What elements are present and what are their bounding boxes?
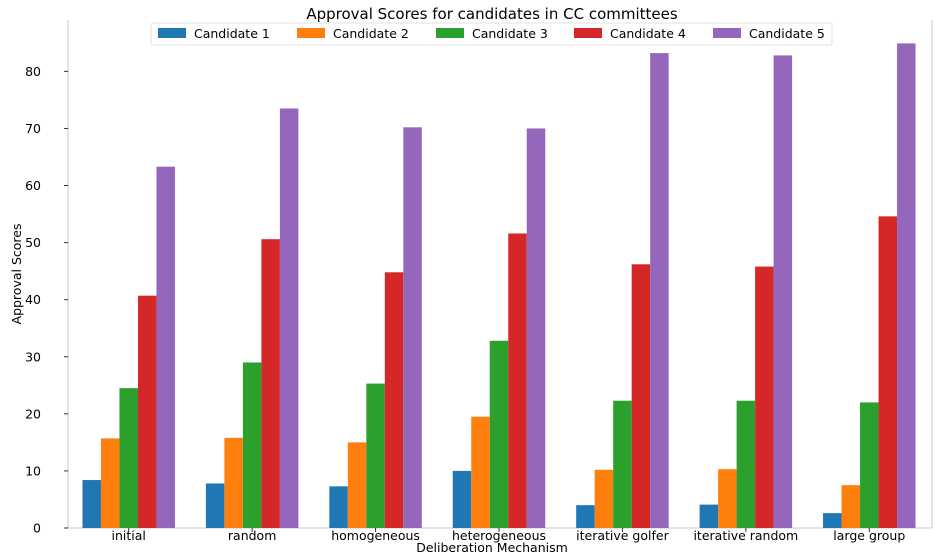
bar-candidate-5-heterogeneous bbox=[526, 128, 546, 528]
bar-candidate-5-large-group bbox=[897, 43, 916, 528]
bar-candidate-5-iterative-golfer bbox=[650, 53, 669, 528]
bar-candidate-4-random bbox=[261, 239, 280, 529]
x-tick-label: large group bbox=[833, 528, 905, 543]
x-tick-label: iterative random bbox=[693, 528, 798, 543]
bar-candidate-2-homogeneous bbox=[347, 442, 367, 528]
chart-title: Approval Scores for candidates in CC com… bbox=[306, 5, 678, 23]
bar-candidate-1-iterative-golfer bbox=[576, 505, 595, 528]
legend: Candidate 1 Candidate 2 Candidate 3 Candida… bbox=[150, 22, 833, 46]
legend-label: Candidate 4 bbox=[610, 26, 686, 41]
bar-candidate-3-homogeneous bbox=[366, 383, 385, 528]
bars-group bbox=[82, 43, 916, 529]
bar-candidate-3-heterogeneous bbox=[489, 340, 509, 528]
bar-candidate-2-initial bbox=[100, 438, 120, 528]
bar-candidate-5-homogeneous bbox=[403, 127, 422, 528]
x-tick-label: homogeneous bbox=[331, 528, 420, 543]
y-ticks: 0 10 20 30 40 50 60 70 80 bbox=[25, 64, 68, 536]
legend-label: Candidate 5 bbox=[749, 26, 825, 41]
x-tick-label: random bbox=[228, 528, 276, 543]
bar-candidate-4-homogeneous bbox=[384, 272, 404, 528]
y-axis-label: Approval Scores bbox=[9, 224, 24, 325]
bar-candidate-4-heterogeneous bbox=[508, 233, 527, 528]
legend-label: Candidate 3 bbox=[472, 26, 548, 41]
x-tick-label: iterative golfer bbox=[576, 528, 669, 543]
bar-candidate-3-iterative-golfer bbox=[613, 400, 632, 528]
x-ticks: initial random homogeneous heterogeneous ite… bbox=[112, 528, 905, 543]
y-tick-label: 0 bbox=[33, 521, 41, 536]
bar-candidate-1-large-group bbox=[823, 513, 842, 528]
y-tick-label: 40 bbox=[25, 292, 41, 307]
bar-candidate-5-iterative-random bbox=[773, 55, 793, 528]
bar-candidate-1-homogeneous bbox=[329, 486, 348, 528]
bar-candidate-4-large-group bbox=[878, 216, 898, 528]
y-tick-label: 10 bbox=[25, 463, 41, 478]
bar-candidate-5-initial bbox=[156, 166, 175, 528]
bar-candidate-2-large-group bbox=[841, 485, 861, 528]
y-tick-label: 30 bbox=[25, 349, 41, 364]
bar-candidate-1-heterogeneous bbox=[452, 470, 472, 528]
bar-candidate-1-iterative-random bbox=[699, 504, 719, 528]
y-tick-label: 80 bbox=[25, 64, 41, 79]
bar-candidate-2-iterative-random bbox=[718, 469, 737, 528]
legend-swatch bbox=[436, 28, 464, 38]
y-tick-label: 70 bbox=[25, 121, 41, 136]
legend-swatch bbox=[297, 28, 325, 38]
y-tick-label: 50 bbox=[25, 235, 41, 250]
bar-candidate-3-random bbox=[242, 362, 262, 528]
legend-swatch bbox=[713, 28, 741, 38]
x-tick-label: heterogeneous bbox=[452, 528, 546, 543]
bar-candidate-2-heterogeneous bbox=[471, 416, 490, 528]
bar-candidate-4-iterative-random bbox=[755, 266, 774, 528]
bar-candidate-2-random bbox=[224, 437, 243, 528]
legend-label: Candidate 2 bbox=[333, 26, 409, 41]
bar-candidate-5-random bbox=[279, 108, 299, 528]
x-axis-label: Deliberation Mechanism bbox=[416, 540, 568, 555]
x-tick-label: initial bbox=[112, 528, 146, 543]
bar-candidate-2-iterative-golfer bbox=[594, 469, 614, 528]
legend-swatch bbox=[158, 28, 186, 38]
bar-candidate-1-random bbox=[205, 483, 225, 528]
bar-candidate-1-initial bbox=[82, 480, 101, 528]
bar-candidate-3-large-group bbox=[860, 402, 879, 528]
bar-candidate-4-initial bbox=[137, 295, 157, 528]
y-tick-label: 60 bbox=[25, 178, 41, 193]
bar-candidate-3-initial bbox=[119, 388, 138, 528]
y-tick-label: 20 bbox=[25, 406, 41, 421]
legend-label: Candidate 1 bbox=[194, 26, 270, 41]
legend-swatch bbox=[574, 28, 602, 38]
bar-candidate-4-iterative-golfer bbox=[631, 264, 651, 528]
bar-candidate-3-iterative-random bbox=[736, 400, 756, 528]
